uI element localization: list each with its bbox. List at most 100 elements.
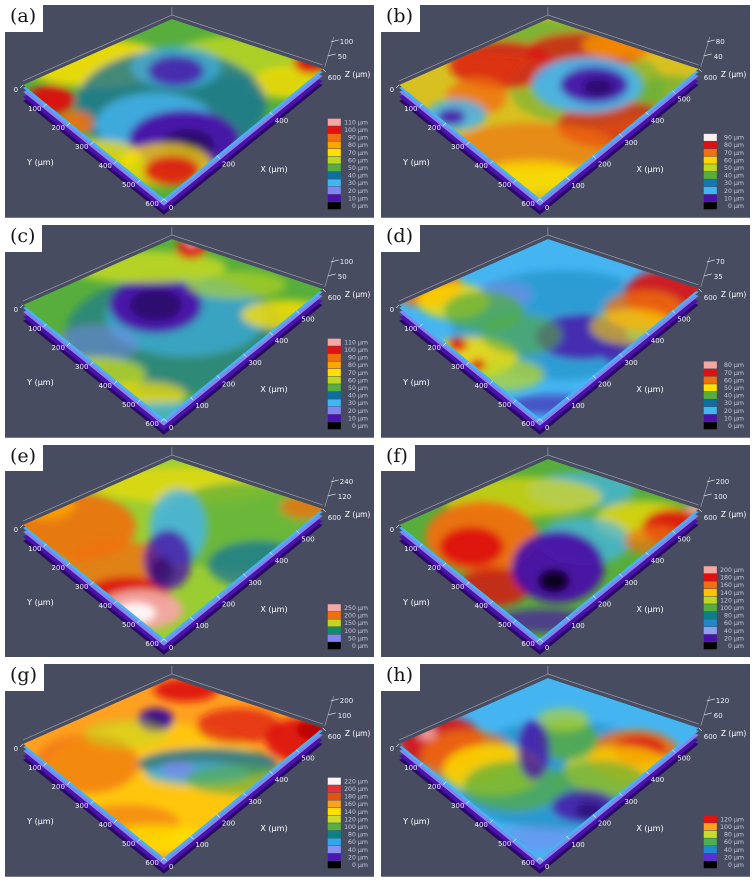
legend-swatch [327, 800, 341, 808]
legend-swatch [327, 815, 341, 823]
x-tick-label: 300 [248, 358, 261, 367]
legend-label: 20 µm [348, 408, 368, 415]
legend-swatch [327, 186, 341, 195]
surface-top [23, 18, 323, 199]
z-tick-label: 100 [340, 257, 353, 266]
y-tick-label: 0 [14, 305, 18, 314]
legend-label: 100 µm [720, 605, 744, 612]
y-tick-label: 0 [390, 524, 394, 533]
x-tick-label: 300 [248, 797, 261, 806]
surface-plot-e: 0 100 200 300 400 500 600 Y (µm) 0 100 200 300 400 50… [5, 444, 374, 658]
legend-swatch [703, 853, 717, 861]
x-tick-label: 300 [624, 797, 637, 806]
y-tick-label: 200 [428, 123, 441, 132]
legend-swatch [703, 202, 717, 210]
legend-label: 200 µm [344, 786, 368, 793]
y-axis-title: Y (µm) [402, 597, 430, 606]
legend-swatch [703, 368, 717, 376]
y-tick-label: 300 [451, 801, 464, 810]
legend-swatch [703, 565, 717, 573]
x-tick-label: 100 [195, 401, 208, 410]
y-axis-title: Y (µm) [26, 597, 54, 606]
legend-swatch [703, 414, 717, 422]
y-tick-label: 0 [14, 744, 18, 753]
y-tick-label: 500 [122, 619, 135, 628]
legend-swatch [703, 399, 717, 407]
height-feature [147, 55, 205, 86]
z-axis-title: Z (µm) [345, 509, 371, 518]
legend-label: 90 µm [348, 354, 368, 361]
x-tick-label: 200 [222, 379, 235, 388]
legend-swatch [703, 179, 717, 187]
legend-label: 10 µm [724, 195, 744, 202]
legend-label: 0 µm [728, 203, 744, 210]
legend-label: 100 µm [344, 127, 368, 134]
legend-swatch [327, 368, 341, 376]
x-tick-label: 400 [275, 116, 288, 125]
x-tick-label: 100 [195, 621, 208, 630]
surface-top [23, 458, 323, 639]
x-axis-title: X (µm) [260, 824, 287, 833]
x-tick-label: 0 [169, 423, 173, 432]
y-tick-label: 200 [428, 343, 441, 352]
legend-swatch [327, 133, 341, 141]
z-axis-title: Z (µm) [721, 509, 747, 518]
z-axis-title: Z (µm) [345, 70, 371, 79]
y-tick-label: 200 [52, 562, 65, 571]
y-axis-title: Y (µm) [402, 817, 430, 826]
x-tick-label: 600 [704, 293, 717, 302]
x-tick-label: 200 [598, 599, 611, 608]
z-tick-label: 70 [716, 257, 725, 266]
legend-label: 90 µm [724, 135, 744, 142]
height-feature [437, 108, 466, 125]
x-tick-label: 600 [704, 732, 717, 741]
z-tick-label: 100 [340, 37, 353, 46]
legend-swatch [327, 618, 341, 626]
z-tick-label: 50 [338, 52, 347, 61]
legend-label: 250 µm [344, 605, 368, 612]
y-tick-label: 100 [28, 543, 41, 552]
height-feature [129, 288, 182, 321]
y-tick-label: 200 [52, 343, 65, 352]
x-axis-title: X (µm) [636, 824, 663, 833]
legend-swatch [327, 641, 341, 649]
y-tick-label: 400 [474, 820, 487, 829]
y-tick-label: 600 [145, 419, 158, 428]
panel-a: 0 100 200 300 400 500 600 Y (µm) 0 200 400 600 X (µm… [5, 5, 374, 218]
height-feature [65, 539, 166, 590]
legend-label: 50 µm [724, 385, 744, 392]
z-tick-label: 120 [338, 491, 351, 500]
legend-swatch [703, 626, 717, 634]
legend-label: 80 µm [348, 142, 368, 149]
height-feature [149, 556, 174, 585]
z-tick-label: 60 [714, 711, 723, 720]
z-tick-label: 200 [716, 476, 729, 485]
x-tick-label: 0 [169, 862, 173, 871]
legend-swatch [703, 580, 717, 589]
x-axis-title: X (µm) [636, 165, 663, 174]
legend-label: 90 µm [348, 135, 368, 142]
legend-swatch [327, 838, 341, 846]
x-tick-label: 400 [275, 336, 288, 345]
y-tick-label: 0 [14, 524, 18, 533]
panel-d: 0 100 200 300 400 500 600 Y (µm) 0 100 200 300 400 50… [381, 224, 750, 438]
z-axis-title: Z (µm) [345, 290, 371, 299]
y-tick-label: 600 [145, 638, 158, 647]
y-tick-label: 400 [98, 381, 111, 390]
legend-swatch [703, 815, 717, 823]
panel-letter: (a) [5, 5, 44, 32]
panel-letter: (d) [381, 224, 420, 252]
x-tick-label: 300 [248, 577, 261, 586]
legend-swatch [327, 164, 341, 172]
z-axis-title: Z (µm) [721, 290, 747, 299]
height-feature [536, 708, 590, 733]
legend-label: 80 µm [724, 142, 744, 149]
legend-label: 70 µm [724, 150, 744, 157]
legend-swatch [327, 361, 341, 369]
legend-swatch [703, 406, 717, 414]
legend-swatch [703, 573, 717, 581]
